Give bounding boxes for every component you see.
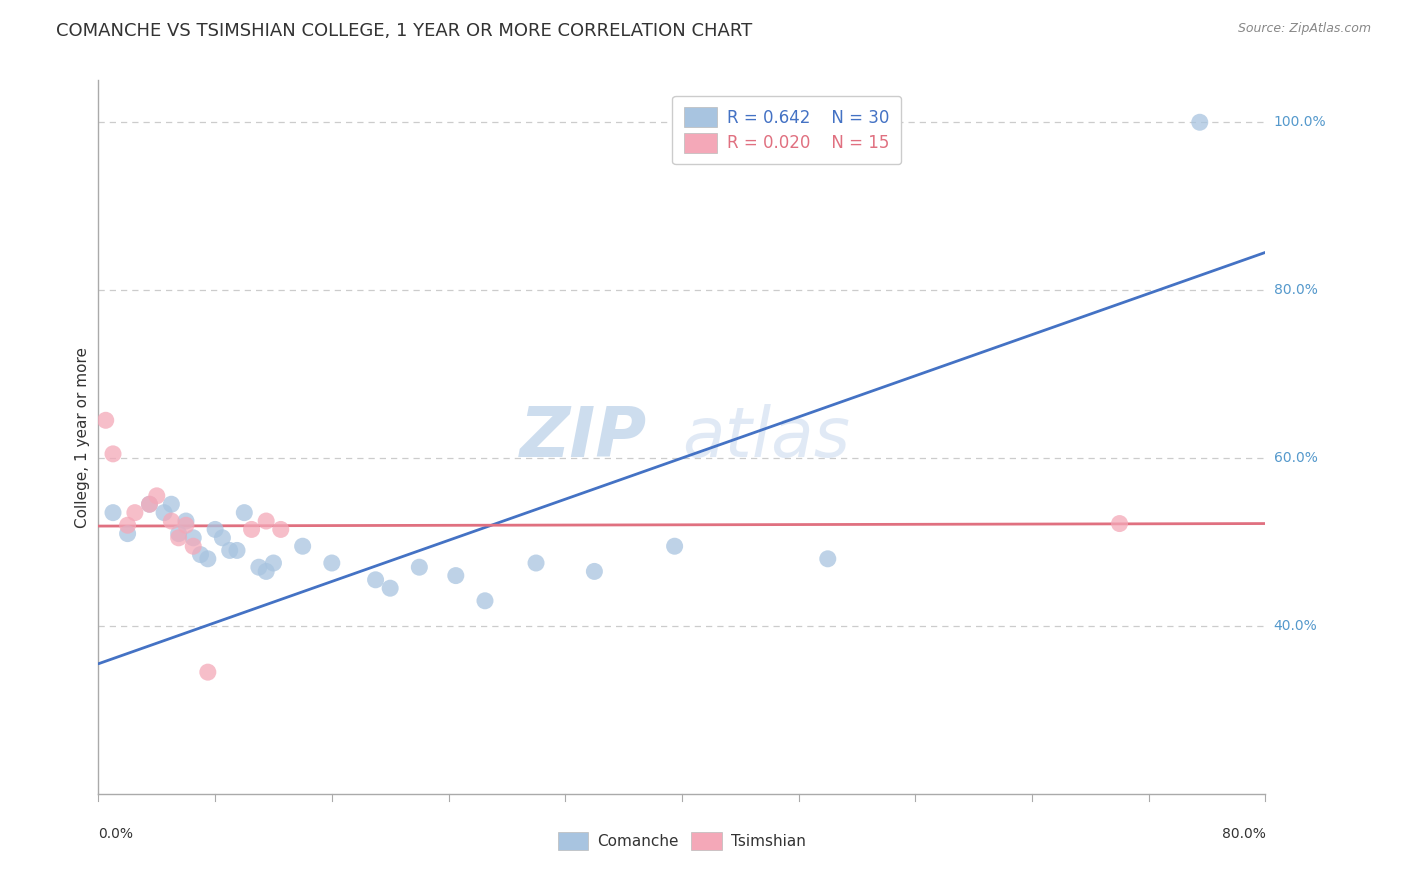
Point [160, 497, 183, 511]
Point [291, 539, 314, 553]
Point [444, 568, 467, 582]
Point [270, 523, 292, 537]
Legend: Comanche, Tsimshian: Comanche, Tsimshian [550, 825, 814, 857]
Point [138, 497, 160, 511]
Point [204, 523, 226, 537]
Point [254, 565, 277, 579]
Point [117, 518, 139, 533]
Point [124, 506, 146, 520]
Point [583, 565, 606, 579]
Point [167, 531, 190, 545]
Point [240, 523, 263, 537]
Point [167, 526, 190, 541]
Text: 0.0%: 0.0% [98, 828, 134, 841]
Point [160, 514, 183, 528]
Y-axis label: College, 1 year or more: College, 1 year or more [75, 347, 90, 527]
Point [146, 489, 169, 503]
Text: 80.0%: 80.0% [1274, 283, 1317, 297]
Text: ZIP: ZIP [520, 403, 647, 471]
Text: 60.0%: 60.0% [1274, 451, 1317, 465]
Point [174, 514, 197, 528]
Point [101, 506, 124, 520]
Point [364, 573, 387, 587]
Text: 100.0%: 100.0% [1274, 115, 1326, 129]
Point [117, 526, 139, 541]
Point [1108, 516, 1130, 531]
Text: Source: ZipAtlas.com: Source: ZipAtlas.com [1237, 22, 1371, 36]
Point [254, 514, 277, 528]
Point [94, 413, 117, 427]
Point [138, 497, 160, 511]
Point [380, 581, 402, 595]
Point [153, 506, 176, 520]
Point [233, 506, 256, 520]
Point [524, 556, 547, 570]
Point [181, 531, 204, 545]
Point [197, 665, 219, 680]
Point [408, 560, 430, 574]
Point [1188, 115, 1211, 129]
Point [664, 539, 686, 553]
Text: 80.0%: 80.0% [1222, 828, 1265, 841]
Point [226, 543, 249, 558]
Point [197, 551, 219, 566]
Point [262, 556, 284, 570]
Point [211, 531, 233, 545]
Point [817, 551, 839, 566]
Point [181, 539, 204, 553]
Point [321, 556, 343, 570]
Text: COMANCHE VS TSIMSHIAN COLLEGE, 1 YEAR OR MORE CORRELATION CHART: COMANCHE VS TSIMSHIAN COLLEGE, 1 YEAR OR… [56, 22, 752, 40]
Point [247, 560, 270, 574]
Text: atlas: atlas [682, 403, 849, 471]
Text: 40.0%: 40.0% [1274, 619, 1317, 633]
Point [174, 518, 197, 533]
Point [474, 594, 496, 608]
Point [190, 548, 212, 562]
Point [218, 543, 240, 558]
Point [101, 447, 124, 461]
